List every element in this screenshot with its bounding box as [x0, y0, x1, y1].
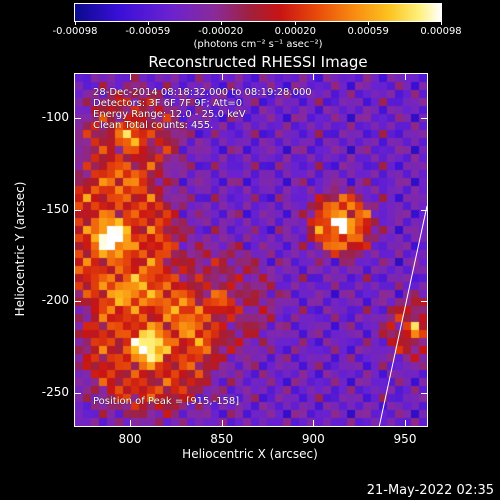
- colorbar-tick-label: 0.00098: [420, 26, 462, 37]
- colorbar-tick-mark: [75, 21, 76, 25]
- y-tick-label: -200: [41, 293, 69, 308]
- y-tick-mark: [75, 301, 81, 303]
- x-tick-label: 950: [393, 432, 417, 446]
- colorbar-tick-label: -0.00098: [52, 26, 98, 37]
- colorbar-tick-mark: [368, 21, 370, 25]
- y-tick-label: -250: [41, 385, 69, 399]
- y-tick-mark: [75, 118, 81, 119]
- x-tick-mark: [313, 420, 315, 426]
- x-tick-label: 850: [210, 432, 234, 446]
- x-tick-mark: [221, 420, 223, 426]
- y-tick-label: -150: [41, 201, 69, 216]
- timestamp: 21-May-2022 02:35: [366, 483, 494, 498]
- colorbar-tick-label: 0.00059: [347, 26, 389, 37]
- y-tick-mark: [421, 301, 427, 303]
- x-tick-mark: [313, 74, 315, 80]
- colorbar-tick-label: 0.00020: [274, 26, 317, 37]
- x-tick-mark: [221, 74, 223, 80]
- plot-overlay: [378, 205, 427, 426]
- y-tick-mark: [421, 118, 427, 119]
- x-tick-mark: [130, 420, 131, 426]
- colorbar-tick-label: -0.00059: [125, 26, 171, 37]
- solar-limb-line: [378, 205, 427, 426]
- annotation-energy: Energy Range: 12.0 - 25.0 keV: [93, 109, 246, 120]
- y-tick-mark: [75, 209, 81, 211]
- x-tick-mark: [405, 74, 406, 80]
- x-axis-label: Heliocentric X (arcsec): [182, 447, 318, 461]
- x-tick-mark: [405, 420, 406, 426]
- colorbar-tick-mark: [295, 21, 297, 25]
- y-axis-label: Heliocentric Y (arcsec): [13, 181, 27, 317]
- colorbar-tick-mark: [147, 21, 149, 25]
- colorbar-units: (photons cm⁻² s⁻¹ asec⁻²): [193, 39, 323, 50]
- y-tick-mark: [421, 209, 427, 211]
- chart-title: Reconstructed RHESSI Image: [148, 53, 368, 71]
- annotation-peak: Position of Peak = [915,-158]: [93, 396, 240, 407]
- y-tick-label: -100: [41, 110, 69, 124]
- x-tick-mark: [130, 74, 131, 80]
- plot-area: 28-Dec-2014 08:18:32.000 to 08:19:28.000…: [74, 73, 428, 427]
- x-tick-label: 900: [301, 432, 325, 446]
- annotation-time: 28-Dec-2014 08:18:32.000 to 08:19:28.000: [93, 87, 312, 98]
- colorbar: [74, 3, 442, 22]
- colorbar-tick-label: -0.00020: [198, 26, 244, 37]
- x-tick-label: 800: [118, 432, 142, 446]
- colorbar-tick-mark: [220, 21, 222, 25]
- annotation-clean: Clean Total counts: 455.: [93, 120, 214, 131]
- y-tick-mark: [75, 393, 81, 394]
- heatmap-image: [75, 74, 427, 426]
- annotation-detectors: Detectors: 3F 6F 7F 9F; Att=0: [93, 98, 243, 109]
- y-tick-mark: [421, 393, 427, 394]
- colorbar-tick-mark: [441, 21, 442, 25]
